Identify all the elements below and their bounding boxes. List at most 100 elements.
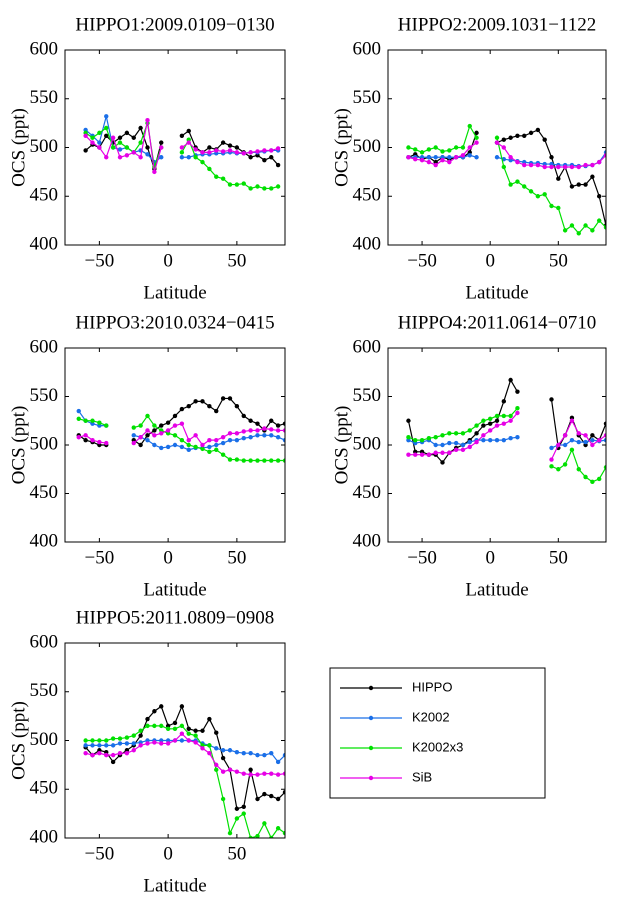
data-point xyxy=(494,437,500,443)
data-point xyxy=(522,162,527,168)
data-point xyxy=(165,444,171,450)
data-point xyxy=(501,137,507,142)
y-tick-label: 500 xyxy=(353,433,382,454)
data-point xyxy=(494,423,500,428)
data-point xyxy=(234,404,240,409)
data-point xyxy=(447,431,452,436)
data-point xyxy=(124,153,130,158)
data-point xyxy=(474,423,479,428)
legend-box xyxy=(329,667,546,799)
data-point xyxy=(241,771,246,776)
y-axis-label: OCS (ppt) xyxy=(8,701,29,780)
legend-label: K2002 xyxy=(412,709,450,724)
data-point xyxy=(179,437,185,443)
panel: HIPPO3:2010.0324−0415 Latitude OCS (ppt) 40… xyxy=(8,312,286,600)
data-point xyxy=(515,410,520,416)
data-point xyxy=(214,442,219,448)
data-point xyxy=(97,439,102,445)
data-point xyxy=(426,452,432,457)
y-tick-label: 500 xyxy=(30,433,59,454)
data-point xyxy=(110,135,116,140)
data-point xyxy=(508,436,513,441)
data-point xyxy=(453,431,459,436)
data-point xyxy=(515,133,520,138)
data-point xyxy=(97,420,102,425)
data-point xyxy=(138,125,143,131)
data-point xyxy=(152,740,157,745)
plot-frame xyxy=(64,49,286,246)
y-axis-label: OCS (ppt) xyxy=(8,108,29,187)
data-point xyxy=(406,145,411,150)
data-point xyxy=(269,427,274,432)
data-point xyxy=(275,428,281,433)
data-point xyxy=(159,704,164,709)
plot-data xyxy=(76,396,285,463)
data-point xyxy=(255,428,260,433)
data-point xyxy=(282,771,285,776)
data-point xyxy=(262,186,267,191)
plot-frame xyxy=(387,347,607,543)
data-point xyxy=(501,399,507,404)
data-point xyxy=(487,421,493,426)
data-point xyxy=(159,140,164,145)
data-point xyxy=(227,767,233,772)
data-point xyxy=(255,184,260,189)
data-point xyxy=(234,145,240,150)
data-point xyxy=(487,416,493,422)
data-point xyxy=(248,155,253,160)
data-point xyxy=(255,833,260,838)
data-point xyxy=(241,429,246,434)
data-point xyxy=(440,157,445,163)
data-point xyxy=(179,738,185,743)
data-point xyxy=(214,437,219,443)
data-point xyxy=(97,738,102,743)
data-point xyxy=(262,148,267,153)
data-point xyxy=(590,174,595,179)
y-tick-label: 600 xyxy=(30,631,59,652)
y-tick-label: 550 xyxy=(353,87,382,108)
y-tick-label: 500 xyxy=(30,136,59,157)
data-point xyxy=(152,423,157,428)
data-point xyxy=(83,433,88,438)
data-point xyxy=(282,428,285,433)
data-point xyxy=(556,164,561,170)
data-point xyxy=(234,431,240,436)
data-point xyxy=(207,145,212,150)
data-point xyxy=(447,148,452,153)
data-point xyxy=(474,431,479,436)
data-point xyxy=(241,804,246,809)
data-point xyxy=(104,738,109,743)
series-line xyxy=(496,137,606,235)
data-point xyxy=(282,830,285,836)
y-tick-label: 400 xyxy=(353,233,382,254)
data-point xyxy=(275,458,281,463)
data-point xyxy=(234,182,240,187)
data-point xyxy=(227,431,233,436)
data-point xyxy=(110,736,116,741)
data-point xyxy=(596,218,602,223)
data-point xyxy=(494,140,500,145)
data-point xyxy=(569,447,575,453)
data-point xyxy=(269,458,274,463)
data-point xyxy=(508,135,513,140)
data-point xyxy=(248,458,253,463)
data-point xyxy=(193,733,198,738)
data-point xyxy=(220,755,226,761)
data-point xyxy=(131,741,136,746)
data-point xyxy=(220,748,226,753)
data-point xyxy=(117,140,123,145)
x-axis-label: Latitude xyxy=(465,579,528,600)
data-point xyxy=(474,140,479,145)
data-point xyxy=(90,738,95,743)
x-axis-label: Latitude xyxy=(143,875,206,896)
y-tick-label: 450 xyxy=(353,482,382,503)
data-point xyxy=(508,182,513,187)
data-point xyxy=(200,746,205,751)
data-point xyxy=(467,123,472,129)
data-point xyxy=(262,771,267,776)
data-point xyxy=(481,433,486,438)
data-point xyxy=(159,445,164,451)
data-point xyxy=(501,145,507,150)
data-point xyxy=(186,155,191,160)
y-tick-label: 450 xyxy=(30,778,59,799)
